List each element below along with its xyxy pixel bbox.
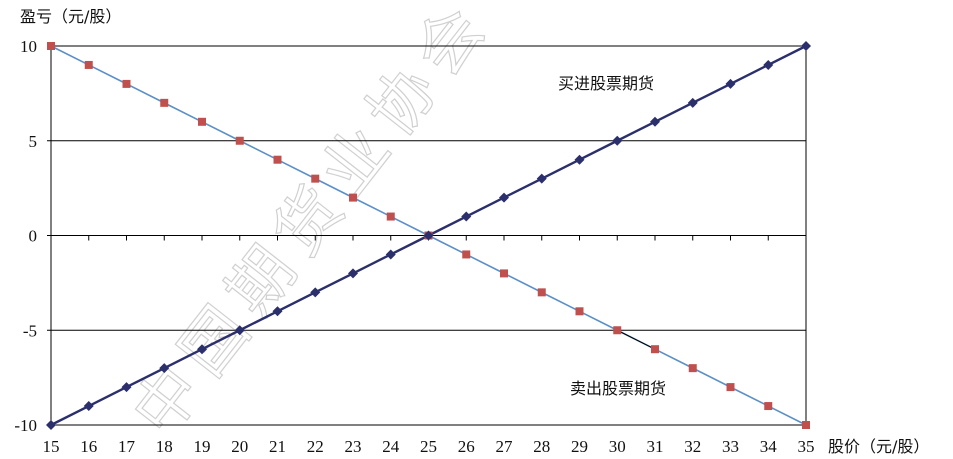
buy-point — [499, 192, 509, 203]
sell-point — [349, 193, 357, 202]
buy-point — [763, 59, 774, 70]
x-tick-label: 18 — [156, 437, 173, 456]
sell-point — [311, 174, 320, 183]
sell-point — [726, 383, 735, 392]
buy-point — [385, 249, 396, 260]
gridlines — [51, 45, 806, 426]
y-tick-label: -5 — [23, 321, 37, 340]
y-tick-label: 0 — [29, 227, 38, 246]
buy-point — [197, 344, 207, 355]
x-tick-label: 20 — [231, 437, 248, 456]
x-tick-label: 35 — [798, 437, 815, 456]
x-tick-label: 23 — [345, 437, 362, 456]
x-tick-label: 26 — [458, 437, 475, 456]
x-tick-label: 15 — [43, 437, 60, 456]
x-axis-title: 股价（元/股） — [828, 437, 929, 456]
y-tick-label: 10 — [20, 37, 37, 56]
sell-point — [84, 60, 93, 69]
sell-point — [462, 250, 471, 259]
x-tick-label: 33 — [722, 437, 739, 456]
buy-point — [423, 230, 434, 241]
sell-point — [386, 212, 395, 221]
sell-point — [500, 269, 508, 278]
x-tick-label: 22 — [307, 437, 324, 456]
buy-point — [536, 173, 547, 184]
buy-point — [461, 211, 472, 222]
sell-point — [235, 136, 244, 145]
sell-point — [613, 326, 622, 335]
x-tick-label: 28 — [533, 437, 550, 456]
y-axis-title: 盈亏（元/股） — [20, 7, 121, 26]
buy-point — [83, 401, 94, 412]
sell-point — [122, 79, 131, 88]
annotation-leader-line — [617, 329, 656, 350]
series-markers — [46, 41, 811, 430]
annotation-sell: 卖出股票期货 — [570, 379, 666, 398]
sell-point — [688, 364, 697, 373]
buy-point — [46, 420, 56, 430]
buy-point — [348, 268, 358, 279]
x-tick-label: 21 — [269, 437, 286, 456]
x-tick-label: 31 — [647, 437, 664, 456]
buy-point — [801, 41, 811, 51]
buy-point — [234, 325, 245, 336]
sell-point — [537, 288, 546, 297]
x-tick-label: 34 — [760, 437, 778, 456]
x-tick-label: 27 — [496, 437, 514, 456]
sell-point — [273, 155, 282, 164]
buy-point — [612, 135, 623, 146]
sell-point — [764, 402, 773, 411]
buy-point — [687, 97, 698, 108]
sell-point — [575, 307, 584, 316]
buy-point — [159, 363, 170, 374]
x-tick-label: 19 — [194, 437, 211, 456]
x-tick-label: 16 — [80, 437, 97, 456]
sell-point — [47, 42, 55, 50]
buy-point — [725, 78, 736, 89]
sell-point — [160, 98, 169, 107]
x-tick-label: 32 — [684, 437, 701, 456]
buy-point — [272, 306, 283, 317]
sell-point — [198, 117, 206, 126]
sell-point — [802, 421, 810, 429]
buy-point — [650, 116, 660, 127]
x-tick-label: 17 — [118, 437, 136, 456]
buy-point — [574, 154, 585, 165]
x-tick-label: 25 — [420, 437, 437, 456]
x-tick-label: 24 — [382, 437, 400, 456]
y-tick-label: -10 — [14, 416, 37, 435]
buy-point — [121, 382, 132, 393]
x-tick-label: 30 — [609, 437, 626, 456]
sell-point — [651, 345, 659, 354]
annotation-buy: 买进股票期货 — [558, 74, 654, 93]
tick-labels: 15 16 17 18 19 20 21 22 23 24 25 26 27 28 29 30 31 32 33 34… — [14, 37, 814, 456]
buy-point — [310, 287, 321, 298]
x-tick-label: 29 — [571, 437, 588, 456]
y-tick-label: 5 — [29, 132, 38, 151]
